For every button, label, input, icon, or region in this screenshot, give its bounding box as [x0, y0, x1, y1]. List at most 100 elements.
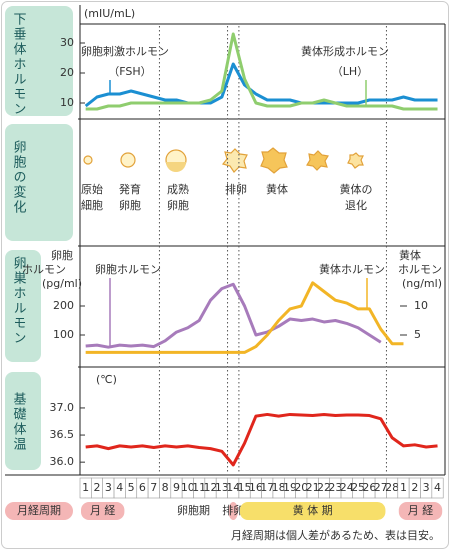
- phase-label: 黄 体 期: [293, 503, 333, 517]
- panel-label: 基礎体温: [11, 392, 27, 452]
- phase-box: [398, 502, 443, 520]
- y-tick-label: 30: [60, 36, 74, 49]
- y-axis-label: 卵胞: [51, 249, 73, 262]
- phase-label: 月 経: [90, 504, 116, 517]
- y-tick-label: 37.0: [50, 401, 75, 414]
- day-label: 6: [139, 481, 146, 494]
- day-label: 17: [260, 481, 274, 494]
- panel-box: [5, 250, 41, 362]
- day-label: 15: [238, 481, 252, 494]
- day-label: 13: [215, 481, 229, 494]
- timeline-label: 月経周期: [17, 504, 61, 517]
- icon: [166, 162, 186, 172]
- panel-box: [5, 124, 73, 241]
- day-label: 4: [434, 481, 441, 494]
- y2-axis-label: ホルモン: [398, 263, 442, 276]
- phase-label: 卵胞期: [177, 504, 210, 517]
- phase-box: [239, 502, 386, 520]
- panel-label: 卵巣ホルモン: [11, 256, 27, 346]
- series-line: [85, 32, 438, 111]
- series-label: 黄体形成ホルモン: [301, 44, 389, 58]
- day-label: 2: [411, 481, 418, 494]
- stage-label: 退化: [345, 198, 367, 212]
- day-label: 23: [328, 481, 342, 494]
- timeline-box: [5, 502, 73, 520]
- series-abbr: （LH）: [332, 65, 368, 78]
- day-label: 2: [94, 481, 101, 494]
- series-abbr: （FSH）: [108, 65, 151, 78]
- axis-unit: (℃): [96, 373, 117, 386]
- day-label: 22: [317, 481, 331, 494]
- stage-label: 発育: [119, 182, 141, 196]
- series-label: 卵胞刺激ホルモン: [81, 44, 169, 58]
- day-label: 14: [226, 481, 240, 494]
- day-label: 19: [283, 481, 297, 494]
- day-label: 18: [272, 481, 286, 494]
- y-axis-label: (pg/ml): [42, 277, 82, 290]
- stage-label: 卵胞: [167, 199, 189, 212]
- phase-label: 排卵: [222, 503, 244, 517]
- day-label: 3: [423, 481, 430, 494]
- series-line: [84, 62, 438, 108]
- day-label: 4: [116, 481, 123, 494]
- y2-tick-label: 10: [414, 299, 428, 312]
- phase-box: [81, 502, 125, 520]
- series-label: 黄体ホルモン: [319, 262, 385, 276]
- day-label: 26: [362, 481, 376, 494]
- stage-label: 原始: [81, 182, 103, 196]
- stage-label: 黄体: [266, 182, 288, 196]
- day-label: 9: [173, 481, 180, 494]
- day-label: 11: [192, 481, 206, 494]
- day-label: 10: [181, 481, 195, 494]
- icon: [347, 152, 364, 169]
- day-label: 8: [162, 481, 169, 494]
- note: 月経周期は個人差があるため、表は目安。: [231, 528, 440, 542]
- phase-box: [228, 502, 238, 520]
- series-line: [85, 281, 404, 354]
- series-label: 卵胞ホルモン: [95, 263, 161, 276]
- stage-label: 排卵: [225, 182, 247, 196]
- icon: [83, 155, 93, 165]
- y-tick-label: 200: [53, 299, 74, 312]
- y2-tick-label: 5: [414, 328, 421, 341]
- panel-box: [5, 6, 73, 116]
- stage-label: 成熟: [167, 182, 189, 196]
- panel-label: 卵胞の変化: [11, 140, 27, 215]
- follicle-icons: [83, 147, 364, 174]
- series-line: [85, 412, 438, 467]
- y-tick-label: 100: [53, 328, 74, 341]
- day-label: 1: [400, 481, 407, 494]
- panel-box: [5, 372, 41, 470]
- y2-axis-label: 黄体: [399, 248, 421, 262]
- icon: [260, 147, 288, 174]
- day-label: 3: [105, 481, 112, 494]
- icon: [120, 152, 136, 168]
- stage-label: 細胞: [81, 199, 103, 212]
- day-label: 1: [82, 481, 89, 494]
- phase-label: 月 経: [408, 504, 434, 517]
- stage-label: 卵胞: [119, 199, 141, 212]
- day-label: 5: [128, 481, 135, 494]
- day-label: 27: [374, 481, 388, 494]
- day-label: 7: [150, 481, 157, 494]
- day-label: 20: [294, 481, 308, 494]
- stage-label: 黄体の: [340, 182, 373, 196]
- y-tick-label: 10: [60, 96, 74, 109]
- day-label: 28: [385, 481, 399, 494]
- y-tick-label: 36.5: [50, 428, 75, 441]
- panel-label: 下垂体ホルモン: [11, 12, 27, 117]
- day-cell: [431, 477, 444, 499]
- y-tick-label: 36.0: [50, 455, 75, 468]
- day-label: 24: [340, 481, 354, 494]
- y-tick-label: 20: [60, 66, 74, 79]
- icon: [306, 150, 329, 171]
- day-label: 12: [204, 481, 218, 494]
- day-label: 21: [306, 481, 320, 494]
- day-label: 16: [249, 481, 263, 494]
- axis-unit: (mIU/mL): [84, 7, 135, 20]
- y2-axis-label: (ng/ml): [402, 277, 442, 290]
- series-line: [85, 282, 382, 349]
